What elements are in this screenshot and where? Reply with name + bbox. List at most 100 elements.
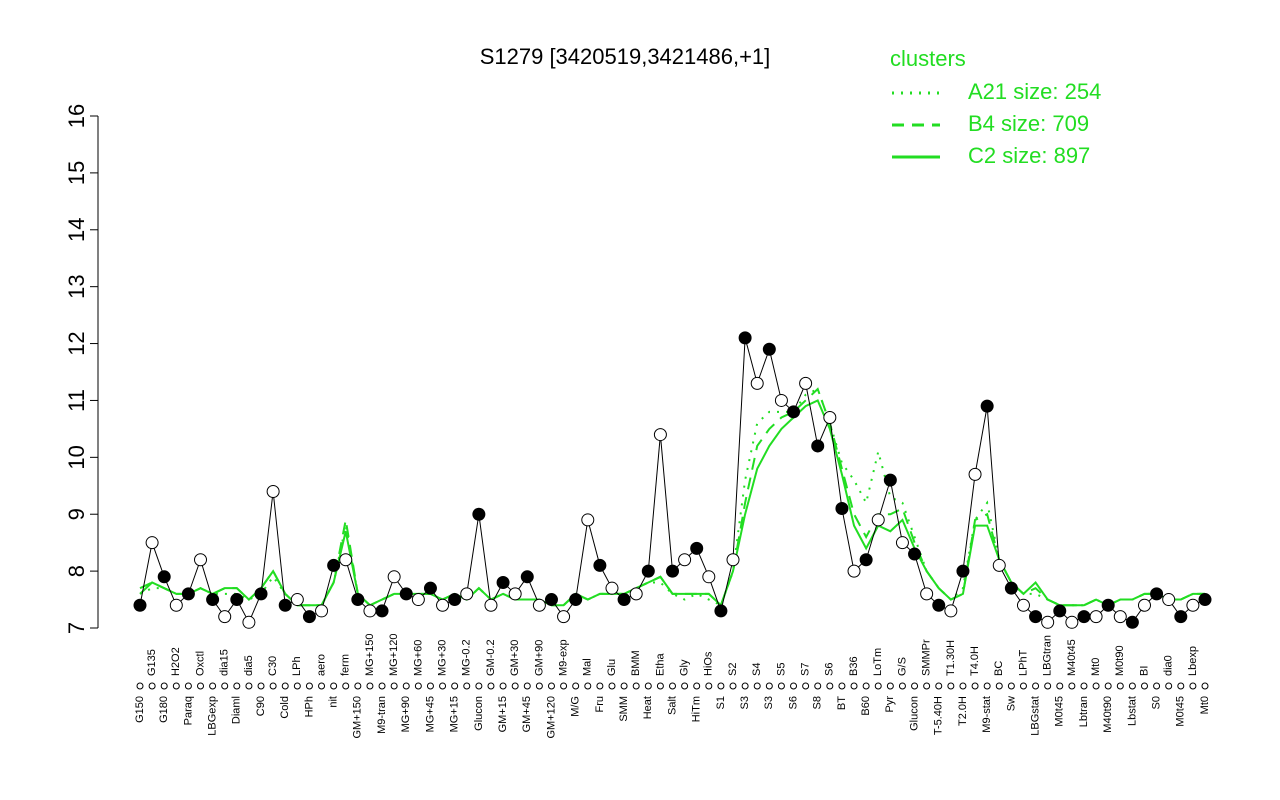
category-dot xyxy=(1068,682,1076,690)
data-point xyxy=(508,587,522,601)
x-tick-label: S1 xyxy=(715,696,727,709)
x-tick-label: Gly xyxy=(679,659,691,676)
data-point xyxy=(496,575,510,589)
data-point xyxy=(920,587,934,601)
data-point xyxy=(811,439,825,453)
category-dot xyxy=(959,682,967,690)
data-point xyxy=(1162,593,1176,607)
legend-label: B4 size: 709 xyxy=(968,111,1089,136)
category-dot xyxy=(148,682,156,690)
category-dot xyxy=(1140,682,1148,690)
x-tick-label: S4 xyxy=(751,663,763,676)
category-dot xyxy=(293,682,301,690)
category-dot xyxy=(318,682,326,690)
x-tick-label: GM+150 xyxy=(352,696,364,739)
category-dot xyxy=(1092,682,1100,690)
category-dot xyxy=(983,682,991,690)
x-tick-label: BT xyxy=(836,696,848,710)
category-dot xyxy=(596,682,604,690)
x-tick-label: Glu xyxy=(606,659,618,676)
data-point xyxy=(1101,598,1115,612)
data-point xyxy=(714,604,728,618)
data-point xyxy=(181,587,195,601)
x-tick-label: ferm xyxy=(340,654,352,676)
category-dot xyxy=(705,682,713,690)
data-point xyxy=(302,610,316,624)
category-dot xyxy=(233,682,241,690)
category-dot xyxy=(414,682,422,690)
category-dot xyxy=(1044,682,1052,690)
x-tick-label: S5 xyxy=(775,663,787,676)
x-tick-label: BMM xyxy=(630,650,642,676)
category-dot xyxy=(366,682,374,690)
x-tick-label: G180 xyxy=(158,696,170,723)
data-point xyxy=(532,598,546,612)
chart-title: S1279 [3420519,3421486,+1] xyxy=(480,44,771,69)
x-tick-label: Glucon xyxy=(908,696,920,731)
x-tick-label: M9-stat xyxy=(981,696,993,733)
data-point xyxy=(1053,604,1067,618)
x-tick-label: M0t90 xyxy=(1114,645,1126,676)
category-dot xyxy=(838,682,846,690)
category-dot xyxy=(390,682,398,690)
legend-title: clusters xyxy=(890,46,966,71)
data-point xyxy=(544,593,558,607)
category-dot xyxy=(911,682,919,690)
x-tick-label: LoTm xyxy=(872,648,884,676)
category-dot xyxy=(717,682,725,690)
data-point xyxy=(423,581,437,595)
x-tick-label: HPh xyxy=(303,696,315,717)
category-dot xyxy=(209,682,217,690)
x-tick-label: S2 xyxy=(727,663,739,676)
x-tick-label: MG+30 xyxy=(436,640,448,676)
x-tick-label: C30 xyxy=(267,656,279,676)
x-tick-label: Mt0 xyxy=(1199,696,1211,714)
category-dot xyxy=(342,682,350,690)
x-tick-label: M40t90 xyxy=(1102,696,1114,733)
data-point xyxy=(1150,587,1164,601)
data-point xyxy=(895,536,909,550)
data-point xyxy=(557,610,571,624)
x-tick-label: T4.0H xyxy=(969,646,981,676)
data-point xyxy=(1113,610,1127,624)
x-tick-label: MG-0.2 xyxy=(461,639,473,676)
data-point xyxy=(1041,615,1055,629)
x-tick-label: LBGstat xyxy=(1029,696,1041,736)
data-point xyxy=(363,604,377,618)
data-point xyxy=(1137,598,1151,612)
x-tick-label: Sw xyxy=(1005,696,1017,711)
x-tick-label: C90 xyxy=(255,696,267,716)
category-dot xyxy=(1080,682,1088,690)
x-tick-label: LBGexp xyxy=(207,696,219,736)
x-tick-label: T2.0H xyxy=(957,696,969,726)
category-dot xyxy=(584,682,592,690)
data-point xyxy=(520,570,534,584)
x-tick-label: Lbtran xyxy=(1078,696,1090,727)
data-point xyxy=(472,507,486,521)
x-tick-label: GM+15 xyxy=(497,696,509,732)
category-dot xyxy=(572,682,580,690)
data-point xyxy=(1016,598,1030,612)
category-dot xyxy=(402,682,410,690)
x-tick-label: S0 xyxy=(1150,696,1162,709)
y-tick-label: 12 xyxy=(64,331,89,355)
x-tick-label: LPh xyxy=(291,656,303,676)
y-tick-label: 13 xyxy=(64,274,89,298)
data-point xyxy=(1174,610,1188,624)
category-dot xyxy=(729,682,737,690)
x-tick-label: GM-0.2 xyxy=(485,639,497,676)
x-tick-label: H2O2 xyxy=(170,647,182,676)
x-tick-label: S7 xyxy=(800,663,812,676)
x-tick-label: dia15 xyxy=(219,649,231,676)
x-tick-label: G135 xyxy=(146,649,158,676)
category-dot xyxy=(1153,682,1161,690)
x-tick-label: S8 xyxy=(812,696,824,709)
data-point xyxy=(1125,615,1139,629)
category-dot xyxy=(886,682,894,690)
x-tick-label: MG+60 xyxy=(412,640,424,676)
category-dot xyxy=(814,682,822,690)
x-tick-label: M9-tran xyxy=(376,696,388,734)
data-point xyxy=(641,564,655,578)
x-tick-label: B36 xyxy=(848,656,860,676)
